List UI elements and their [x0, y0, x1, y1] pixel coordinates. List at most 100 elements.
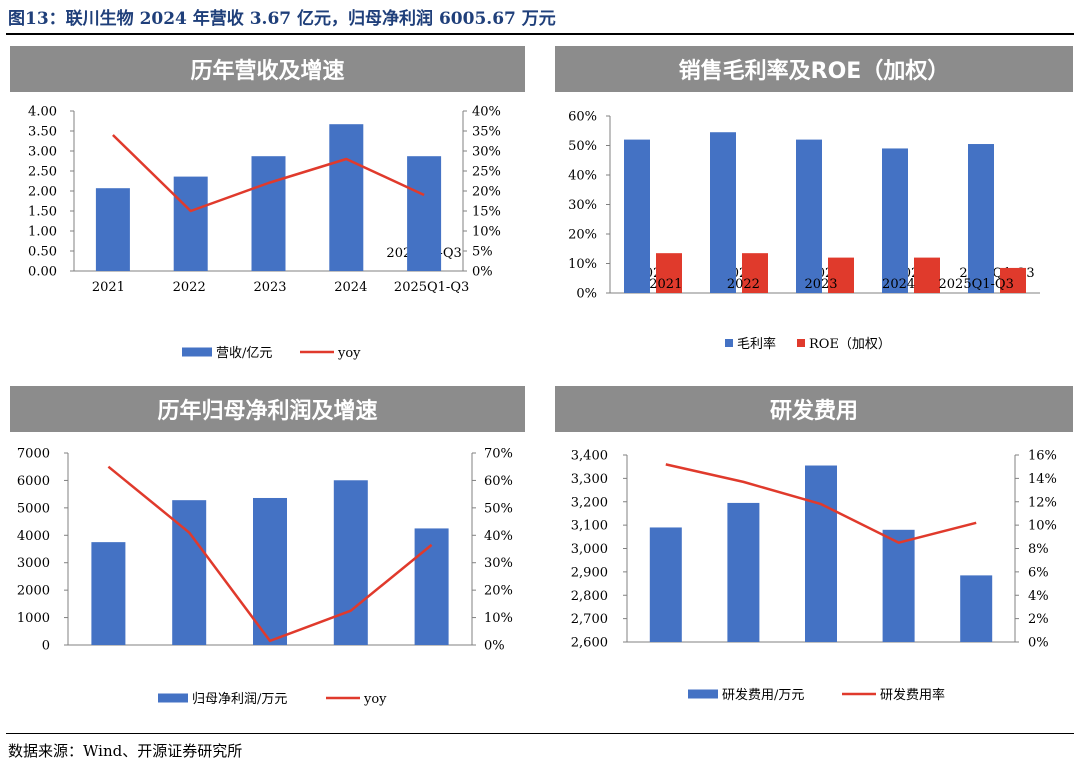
- left-axis-tick-label: 20%: [568, 228, 597, 243]
- right-axis-tick-label: 2%: [1028, 612, 1049, 627]
- x-axis-category-label: 2024: [882, 277, 915, 292]
- bar: [414, 528, 449, 645]
- legend-swatch-bar: [688, 689, 718, 699]
- right-axis-tick-label: 15%: [472, 205, 501, 220]
- bar: [95, 188, 130, 271]
- left-axis-tick-label: 40%: [568, 169, 597, 184]
- legend-label: 毛利率: [737, 336, 776, 352]
- left-axis-tick-label: 2,800: [571, 589, 608, 604]
- figure-title: 图13：联川生物 2024 年营收 3.67 亿元，归母净利润 6005.67 …: [8, 9, 556, 29]
- left-axis-tick-label: 3,100: [571, 519, 608, 534]
- left-axis-tick-label: 3,200: [571, 495, 608, 510]
- legend-label: 研发费用率: [880, 687, 945, 703]
- x-axis-category-label: 2023: [253, 280, 286, 295]
- bar-roe: [656, 253, 682, 293]
- bar: [333, 480, 368, 645]
- legend-label: ROE（加权）: [809, 336, 891, 352]
- right-axis-tick-label: 0%: [472, 265, 493, 280]
- chart-panel-rd: 研发费用 2,600 2,700 2,800 2,900 3,000 3,100 3,200…: [540, 277, 1080, 728]
- left-axis-tick-label: 2.50: [28, 165, 57, 180]
- left-axis-tick-label: 3.00: [28, 145, 57, 160]
- left-axis-tick-label: 2,600: [571, 636, 608, 651]
- right-axis-tick-label: 8%: [1028, 542, 1049, 557]
- left-axis-tick-label: 3,000: [571, 542, 608, 557]
- x-axis-category-label: 2022: [173, 280, 206, 295]
- legend-swatch-bar: [182, 347, 212, 357]
- chart-panel-margin-roe: 销售毛利率及ROE（加权） 0% 10% 20% 30% 40% 50% 60% 2021 20…: [540, 38, 1080, 388]
- bottom-rule: [6, 733, 1074, 734]
- right-axis-tick-label: 0%: [1028, 636, 1049, 651]
- chart-title-margin-roe: 销售毛利率及ROE（加权）: [555, 46, 1073, 92]
- legend-label: 营收/亿元: [216, 346, 272, 361]
- bar-roe: [742, 253, 768, 293]
- bar: [649, 527, 682, 642]
- source-note: 数据来源：Wind、开源证券研究所: [8, 742, 243, 760]
- bar: [805, 465, 837, 642]
- bar-gross-margin: [710, 132, 736, 293]
- bar: [91, 542, 126, 645]
- right-axis-tick-label: 40%: [484, 529, 513, 544]
- chart-panel-net-profit: 历年归母净利润及增速 0 1000 2000 3000 4000 5000 6000 7000…: [0, 280, 540, 728]
- left-axis-tick-label: 5000: [17, 501, 50, 516]
- x-axis-category-label: 2021: [92, 280, 125, 295]
- right-axis-tick-label: 10%: [484, 611, 513, 626]
- x-axis-category-label: 2022: [727, 277, 760, 292]
- bar: [173, 176, 208, 271]
- right-axis-tick-label: 25%: [472, 165, 501, 180]
- right-axis-tick-label: 10%: [1028, 519, 1057, 534]
- left-axis-tick-label: 0%: [576, 287, 597, 302]
- left-axis-tick-label: 0.50: [28, 245, 57, 260]
- right-axis-tick-label: 16%: [1028, 449, 1057, 464]
- bar: [329, 124, 364, 271]
- legend-label: yoy: [363, 692, 387, 707]
- chart-title-net-profit: 历年归母净利润及增速: [10, 386, 525, 432]
- right-axis-tick-label: 6%: [1028, 565, 1049, 580]
- left-axis-tick-label: 6000: [17, 474, 50, 489]
- x-axis-category-label: 2023: [804, 277, 837, 292]
- right-axis-tick-label: 60%: [484, 474, 513, 489]
- bar-gross-margin: [968, 144, 994, 293]
- left-axis-tick-label: 30%: [568, 198, 597, 213]
- series-line: [665, 463, 977, 544]
- left-axis-tick-label: 3000: [17, 556, 50, 571]
- left-axis-tick-label: 50%: [568, 139, 597, 154]
- right-axis-tick-label: 10%: [472, 225, 501, 240]
- right-axis-tick-label: 5%: [472, 245, 493, 260]
- chart-title-revenue: 历年营收及增速: [10, 46, 525, 92]
- left-axis-tick-label: 10%: [568, 257, 597, 272]
- bar: [407, 156, 442, 271]
- right-axis-tick-label: 35%: [472, 125, 501, 140]
- right-axis-tick-label: 12%: [1028, 495, 1057, 510]
- legend-swatch-bar: [158, 693, 188, 703]
- right-axis-tick-label: 40%: [472, 105, 501, 120]
- left-axis-tick-label: 3.50: [28, 125, 57, 140]
- left-axis-tick-label: 1.50: [28, 205, 57, 220]
- net-profit-chart: 0 1000 2000 3000 4000 5000 6000 7000 0% 10% 20% 30%…: [17, 280, 513, 707]
- right-axis-tick-label: 20%: [484, 584, 513, 599]
- left-axis-tick-label: 1000: [17, 611, 50, 626]
- left-axis-tick-label: 7000: [17, 447, 50, 462]
- chart-panel-revenue: 历年营收及增速 0.00 0.50 1.00 1.50 2.00 2.50 3.00 3.50…: [0, 38, 540, 388]
- bar: [727, 502, 760, 642]
- left-axis-tick-label: 0: [42, 639, 50, 654]
- right-axis-tick-label: 20%: [472, 185, 501, 200]
- right-axis-tick-label: 50%: [484, 501, 513, 516]
- left-axis-tick-label: 4000: [17, 529, 50, 544]
- x-axis-category-label: 2024: [334, 280, 367, 295]
- bar-gross-margin: [624, 139, 650, 293]
- bar: [251, 156, 286, 271]
- right-axis-tick-label: 30%: [484, 556, 513, 571]
- bar-gross-margin: [796, 139, 822, 293]
- x-axis-category-label: 2021: [649, 277, 682, 292]
- bar-roe: [1000, 267, 1026, 293]
- left-axis-tick-label: 3,400: [571, 449, 608, 464]
- right-axis-tick-label: 14%: [1028, 472, 1057, 487]
- legend-swatch-bar: [797, 339, 805, 347]
- right-axis-tick-label: 70%: [484, 447, 513, 462]
- left-axis-tick-label: 60%: [568, 110, 597, 125]
- rd-expense-chart: 2,600 2,700 2,800 2,900 3,000 3,100 3,200 3,300…: [571, 277, 1057, 703]
- series-line: [107, 465, 433, 643]
- left-axis-tick-label: 3,300: [571, 472, 608, 487]
- right-axis-tick-label: 0%: [484, 639, 505, 654]
- left-axis-tick-label: 2000: [17, 584, 50, 599]
